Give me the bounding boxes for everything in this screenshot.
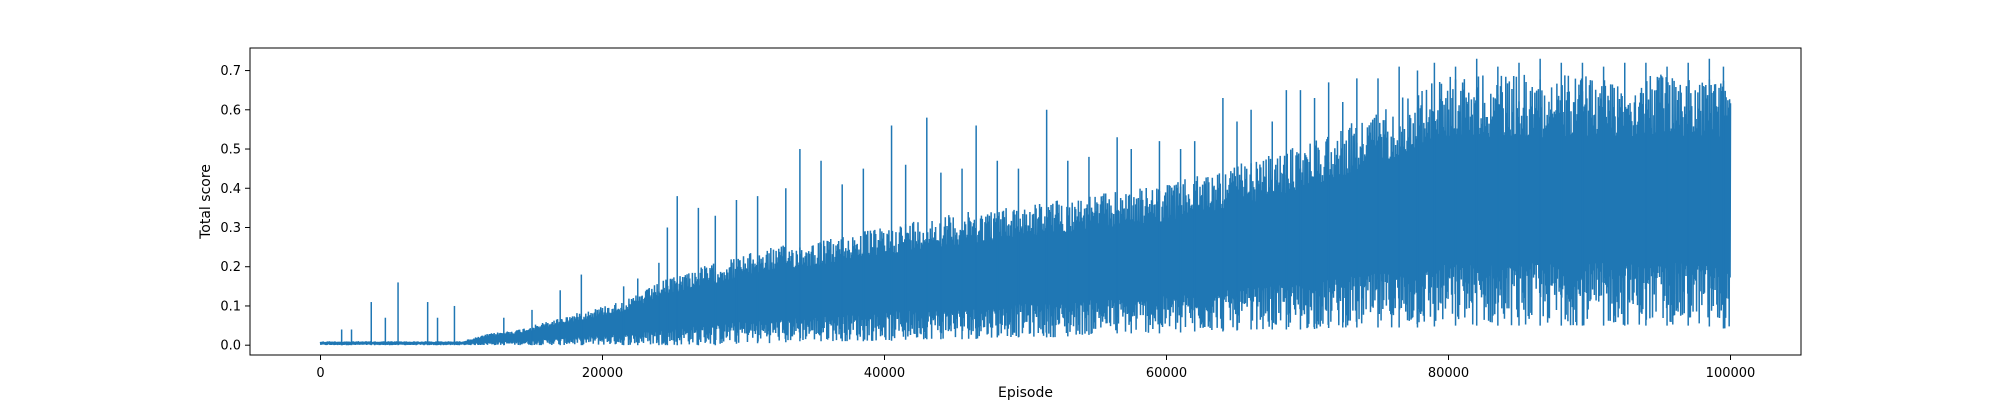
x-tick-label: 40000: [864, 366, 905, 381]
y-axis: 0.0 0.1 0.2 0.3 0.4 0.5 0.6 0.7: [220, 64, 250, 354]
x-tick-label: 20000: [582, 366, 623, 381]
series-line: [319, 74, 1732, 346]
x-axis: 0 20000 40000 60000 80000 100000: [316, 355, 1755, 381]
plot-frame: [249, 47, 1802, 356]
y-tick-label: 0.2: [220, 260, 241, 275]
y-tick-label: 0.6: [220, 103, 241, 118]
y-tick-label: 0.1: [220, 299, 241, 314]
y-tick-label: 0.4: [220, 182, 241, 197]
x-tick-label: 60000: [1146, 366, 1187, 381]
y-tick-label: 0.5: [220, 143, 241, 158]
x-tick-label: 80000: [1428, 366, 1469, 381]
x-tick-label: 0: [316, 366, 324, 381]
y-axis-label: Total score: [198, 164, 214, 240]
x-tick-label: 100000: [1706, 366, 1756, 381]
y-tick-label: 0.7: [220, 64, 241, 79]
y-tick-label: 0.0: [220, 339, 241, 354]
series-layer: [319, 58, 1732, 346]
y-tick-label: 0.3: [220, 221, 241, 236]
x-axis-label: Episode: [998, 385, 1053, 400]
